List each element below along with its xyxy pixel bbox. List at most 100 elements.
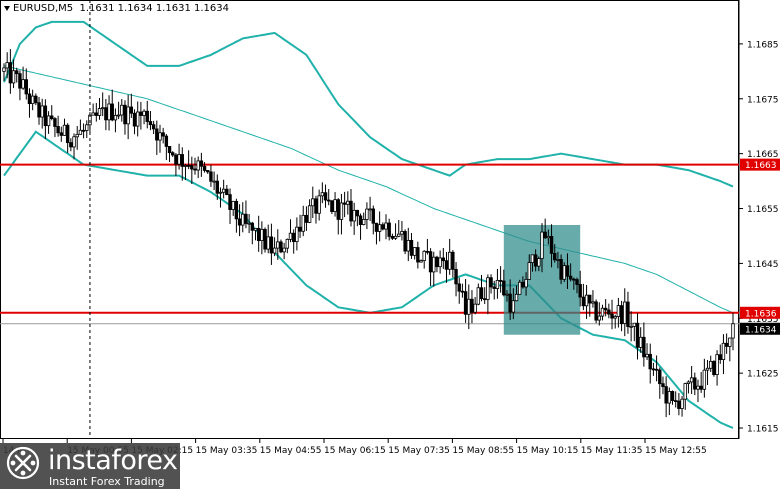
candle	[311, 186, 315, 219]
candle	[689, 366, 694, 394]
candle	[142, 109, 146, 125]
candle-body	[632, 322, 637, 327]
candle-body	[50, 115, 54, 120]
candle	[540, 223, 544, 273]
candle	[234, 198, 239, 233]
current-price-tag	[740, 322, 780, 335]
candle-body	[403, 231, 407, 252]
candle	[362, 212, 366, 226]
candle	[228, 188, 232, 224]
candle-body	[654, 368, 659, 371]
candle-body	[171, 152, 175, 156]
candle	[562, 262, 566, 283]
candle-body	[451, 251, 455, 270]
candle-body	[65, 124, 70, 144]
candle-body	[91, 112, 95, 116]
candle	[107, 95, 111, 131]
candle	[530, 254, 535, 272]
candle	[479, 274, 484, 302]
candle-body	[505, 293, 509, 296]
candle	[709, 355, 713, 372]
candle	[177, 143, 181, 170]
candle-body	[565, 265, 570, 277]
candle-body	[432, 256, 436, 273]
candle	[50, 105, 54, 121]
candle-body	[425, 250, 430, 253]
candle-body	[661, 383, 665, 388]
candle-body	[276, 241, 280, 249]
candle-body	[291, 232, 296, 243]
candle	[148, 111, 153, 131]
candle	[629, 311, 633, 342]
y-tick-label: 1.1635	[747, 315, 779, 325]
candle	[155, 120, 159, 155]
candle	[435, 255, 439, 273]
candle-body	[731, 323, 735, 339]
candle	[511, 288, 516, 320]
candle-body	[186, 165, 191, 167]
candle-body	[444, 260, 449, 270]
candle	[559, 254, 563, 285]
candle	[438, 250, 442, 274]
candle-body	[148, 121, 153, 126]
candle-body	[320, 192, 325, 197]
candle	[212, 171, 216, 191]
candle	[346, 191, 350, 215]
candle	[381, 222, 385, 231]
candle	[193, 157, 197, 175]
candle-body	[667, 391, 672, 404]
candle-body	[686, 381, 691, 384]
candle-body	[212, 180, 216, 183]
candle-body	[202, 165, 207, 171]
candle	[623, 288, 627, 337]
candle	[673, 391, 678, 408]
candle-body	[693, 377, 697, 390]
plot-frame	[0, 0, 739, 439]
candle-body	[581, 296, 586, 307]
candle-body	[492, 286, 496, 289]
candle-body	[683, 383, 687, 400]
candle-body	[317, 195, 321, 214]
candle	[263, 227, 267, 253]
candle	[393, 223, 398, 240]
dropdown-triangle-icon[interactable]	[4, 5, 10, 11]
candle-body	[241, 213, 245, 226]
candle	[301, 205, 305, 237]
candle	[18, 70, 22, 101]
candle-body	[498, 279, 503, 282]
candle-body	[46, 115, 51, 127]
candle-body	[355, 209, 360, 217]
candle	[377, 211, 382, 242]
candle-body	[546, 236, 551, 239]
candle-body	[266, 236, 270, 250]
candle-body	[282, 247, 286, 253]
candle	[658, 367, 662, 399]
candle	[384, 214, 388, 240]
candle-body	[518, 281, 522, 295]
candle-body	[34, 95, 38, 104]
candle	[486, 274, 490, 315]
candle-body	[253, 227, 258, 231]
candle	[397, 220, 401, 238]
candle-body	[97, 108, 102, 116]
candle-body	[295, 226, 299, 243]
candle	[161, 127, 165, 144]
candle	[721, 334, 726, 375]
level-price-tag	[740, 306, 780, 319]
candle	[2, 63, 6, 82]
candle	[572, 277, 576, 290]
candle-body	[260, 228, 264, 242]
level-price-tag	[740, 158, 780, 171]
candle-body	[718, 354, 722, 360]
candle	[78, 119, 83, 135]
candle-body	[409, 240, 414, 256]
candle	[183, 163, 188, 181]
x-tick-label: 15 May 12:55	[645, 446, 707, 456]
candle	[62, 118, 67, 136]
candle	[355, 209, 360, 227]
candle-body	[728, 337, 732, 347]
candle-body	[221, 188, 226, 193]
candle	[43, 99, 48, 140]
